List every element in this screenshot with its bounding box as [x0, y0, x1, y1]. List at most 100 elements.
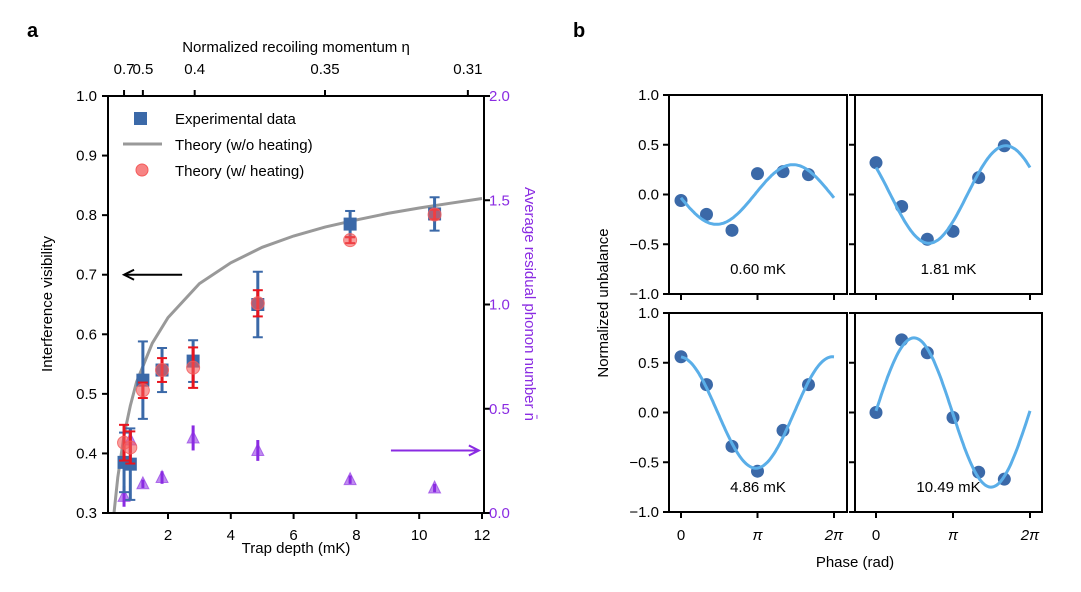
y-tick-label: −0.5 [629, 454, 659, 471]
data-point [699, 207, 713, 221]
right-arrow-head [468, 444, 482, 457]
subplot-4-86-mK: −1.0 −0.5 0.0 0.5 1.0 0 π 2π 4.86 mK [629, 305, 848, 544]
legend-marker-square [134, 112, 147, 125]
subplot-frame [854, 312, 1043, 513]
panel-b-y-axis-title: Normalized unbalance [595, 228, 612, 377]
y-tick-label: 0.5 [638, 355, 659, 372]
x-tick-label: 10 [411, 527, 428, 544]
data-point [751, 167, 765, 181]
x-tick-label: 8 [352, 527, 360, 544]
subplot-0-60-mK: −1.0 −0.5 0.0 0.5 1.0 0.60 mK [629, 87, 848, 303]
y-tick-label: 0.7 [76, 267, 97, 284]
y-tick-label: 0.4 [76, 445, 97, 462]
y-tick-label: 0.6 [76, 326, 97, 343]
phonon-point [250, 442, 265, 456]
theory-no-heating-line [112, 197, 483, 513]
y-tick-label: −1.0 [629, 504, 659, 521]
x-tick-label: 12 [474, 527, 491, 544]
y-axis-title: Interference visibility [39, 236, 56, 372]
y2-tick-label: 1.5 [489, 192, 510, 209]
legend: Experimental data Theory (w/o heating) T… [123, 111, 313, 180]
phonon-point [155, 469, 169, 484]
y-tick-label: −0.5 [629, 236, 659, 253]
heating-point [186, 360, 201, 375]
trap-depth-label: 4.86 mK [730, 479, 786, 496]
x-tick-label: 6 [289, 527, 297, 544]
y-tick-label: 0.5 [638, 137, 659, 154]
x-tick-label: 0 [677, 527, 685, 544]
y-tick-label: 1.0 [638, 305, 659, 322]
heating-point [123, 440, 138, 455]
y-tick-label: 1.0 [638, 87, 659, 104]
y2-axis-title: Average residual phonon number n̄ [521, 187, 538, 421]
phonon-point [343, 471, 357, 486]
heating-point [155, 363, 170, 378]
legend-label-theory-no-heating: Theory (w/o heating) [175, 137, 313, 154]
phonon-point [427, 479, 442, 494]
fit-curve [874, 144, 1032, 245]
x-tick-label: 2π [1020, 527, 1040, 544]
x-tick-label: 0 [872, 527, 880, 544]
y-tick-label: 0.3 [76, 505, 97, 522]
top-tick-label: 0.7 [114, 61, 135, 78]
trap-depth-label: 0.60 mK [730, 261, 786, 278]
y-tick-label: 0.0 [638, 405, 659, 422]
subplot-frame [668, 94, 848, 295]
y-tick-label: 0.9 [76, 148, 97, 165]
top-tick-label: 0.35 [310, 61, 339, 78]
fit-curve [680, 355, 835, 470]
top-axis-title: Normalized recoiling momentum η [182, 39, 410, 56]
top-tick-label: 0.31 [453, 61, 482, 78]
x-tick-label: 2 [164, 527, 172, 544]
legend-marker-circle [135, 163, 149, 177]
subplot-1-81-mK: 1.81 mK [849, 94, 1043, 300]
right-y-axis-ticks: 0.0 0.5 1.0 1.5 2.0 [484, 88, 510, 522]
panel-a-plot-area [112, 196, 483, 513]
phonon-point [136, 475, 150, 490]
panel-a-label: a [27, 20, 39, 42]
x-tick-label: π [752, 527, 763, 544]
plot-group [112, 196, 483, 513]
panel-b-label: b [573, 20, 585, 42]
left-y-axis-ticks: 0.3 0.4 0.5 0.6 0.7 0.8 0.9 1.0 [76, 88, 108, 522]
y2-tick-label: 1.0 [489, 297, 510, 314]
y2-tick-label: 0.0 [489, 505, 510, 522]
panel-a: Normalized recoiling momentum η 0.70.5 0.… [39, 39, 538, 557]
phonon-point [186, 429, 200, 444]
y-tick-label: 0.5 [76, 386, 97, 403]
y-tick-label: 0.8 [76, 207, 97, 224]
y2-tick-label: 2.0 [489, 88, 510, 105]
fit-curve [679, 163, 836, 226]
panel-b-x-axis-title: Phase (rad) [816, 554, 894, 571]
x-tick-label: 4 [227, 527, 235, 544]
y2-tick-label: 0.5 [489, 401, 510, 418]
heating-point [135, 383, 150, 398]
heating-point [427, 207, 442, 222]
bottom-x-axis-ticks: 2 4 6 8 10 12 [164, 513, 491, 544]
heating-point [343, 233, 358, 248]
panel-a-frame [107, 95, 485, 514]
left-arrow-head [121, 268, 135, 281]
x-tick-label: 2π [824, 527, 844, 544]
top-tick-label: 0.4 [184, 61, 205, 78]
subplot-frame [854, 94, 1043, 295]
legend-label-experimental: Experimental data [175, 111, 297, 128]
top-tick-label: 0.5 [132, 61, 153, 78]
data-point [725, 223, 739, 237]
y-tick-label: 0.0 [638, 187, 659, 204]
data-point [869, 156, 883, 170]
x-tick-label: π [948, 527, 959, 544]
data-point [869, 406, 883, 419]
heating-point [250, 296, 265, 311]
trap-depth-label: 1.81 mK [921, 261, 977, 278]
top-axis-ticks: 0.70.5 0.4 0.35 0.31 [114, 61, 482, 96]
fit-curve [874, 336, 1032, 489]
y-tick-label: 1.0 [76, 88, 97, 105]
trap-depth-label: 10.49 mK [916, 479, 980, 496]
subplot-10-49-mK: 0 π 2π 10.49 mK [849, 312, 1043, 544]
x-axis-title: Trap depth (mK) [242, 540, 351, 557]
subplot-frame [668, 312, 848, 513]
y-tick-label: −1.0 [629, 286, 659, 303]
legend-label-theory-heating: Theory (w/ heating) [175, 163, 304, 180]
